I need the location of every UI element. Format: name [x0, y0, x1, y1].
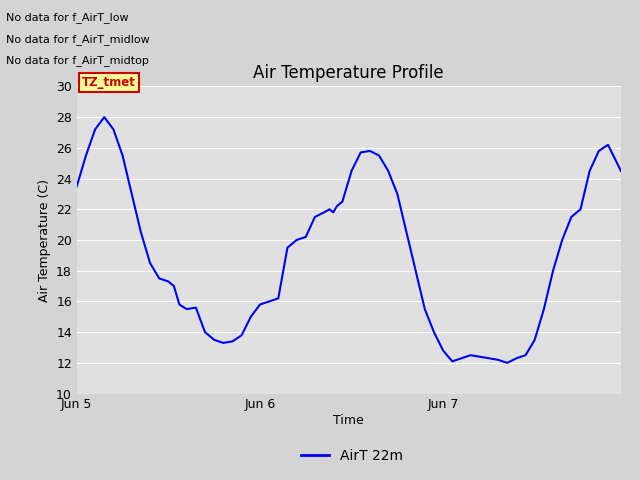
Text: No data for f_AirT_low: No data for f_AirT_low [6, 12, 129, 23]
Text: TZ_tmet: TZ_tmet [83, 76, 136, 89]
Text: No data for f_AirT_midtop: No data for f_AirT_midtop [6, 55, 149, 66]
Y-axis label: Air Temperature (C): Air Temperature (C) [38, 179, 51, 301]
Text: No data for f_AirT_midlow: No data for f_AirT_midlow [6, 34, 150, 45]
Legend: AirT 22m: AirT 22m [296, 443, 408, 468]
Title: Air Temperature Profile: Air Temperature Profile [253, 64, 444, 82]
X-axis label: Time: Time [333, 414, 364, 427]
